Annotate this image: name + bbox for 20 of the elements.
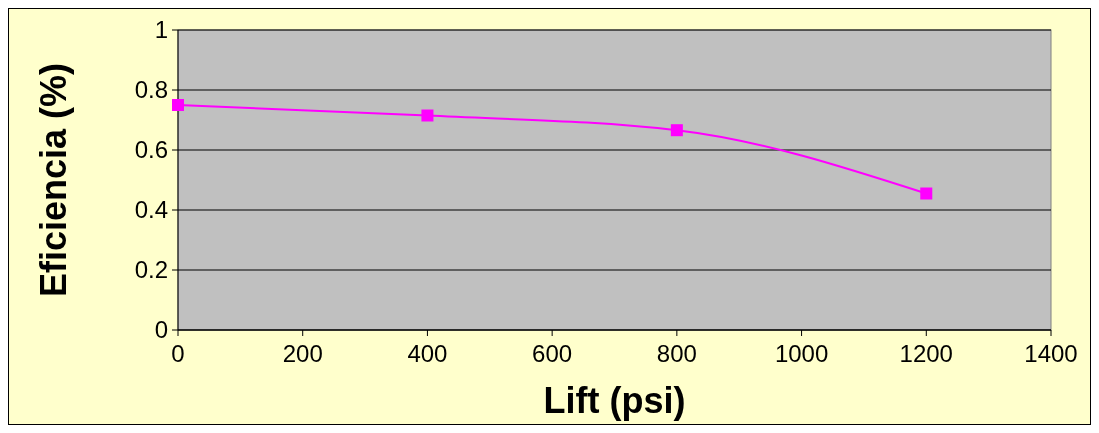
point <box>670 124 683 137</box>
x-tick-label: 1000 <box>774 340 829 367</box>
x-tick-label: 400 <box>407 340 448 367</box>
y-axis-title: Eficiencia (%) <box>33 62 74 298</box>
x-tick-label: 200 <box>282 340 323 367</box>
x-axis-title: Lift (psi) <box>543 380 686 421</box>
y-tick-label: 0.8 <box>134 76 168 104</box>
y-tick-label: 0.2 <box>134 256 168 284</box>
point <box>172 99 184 111</box>
y-tick-label: 0 <box>154 316 168 344</box>
y-tick-label: 0.4 <box>134 196 168 224</box>
point <box>920 187 933 200</box>
y-tick-label: 1 <box>154 16 168 44</box>
point <box>421 109 434 122</box>
x-tick-label: 0 <box>171 340 185 367</box>
x-tick-label: 1200 <box>899 340 953 367</box>
x-tick-label: 600 <box>532 340 573 367</box>
x-tick-label: 800 <box>656 340 697 367</box>
y-tick-label: 0.6 <box>134 136 168 164</box>
x-tick-label: 1400 <box>1024 340 1078 367</box>
